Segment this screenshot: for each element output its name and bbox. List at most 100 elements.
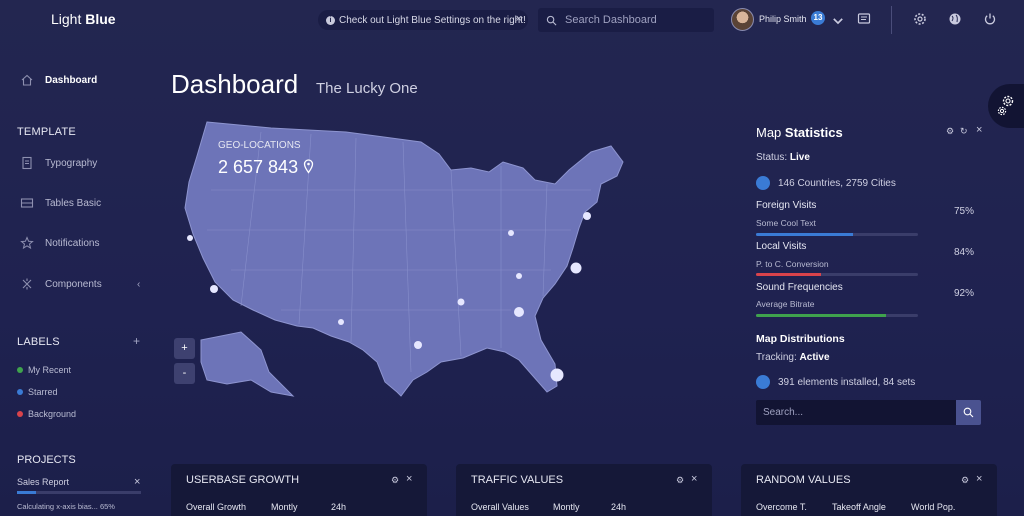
close-icon[interactable]: × bbox=[134, 476, 141, 488]
map-marker-icon bbox=[756, 176, 770, 190]
tracking-line: Tracking: Active bbox=[756, 352, 830, 363]
project-progress-fill bbox=[17, 491, 36, 494]
page-subtitle: The Lucky One bbox=[316, 80, 418, 97]
sidebar-item-label: Typography bbox=[45, 157, 98, 169]
status-dot bbox=[17, 389, 23, 395]
close-icon[interactable]: × bbox=[691, 473, 698, 485]
gear-icon bbox=[997, 95, 1014, 116]
gear-icon[interactable]: ⚙ bbox=[946, 126, 955, 136]
alaska-shape bbox=[200, 331, 295, 397]
chevron-down-icon[interactable] bbox=[831, 14, 845, 28]
widget-column: World Pop. bbox=[911, 502, 956, 512]
sidebar-item-tables-basic[interactable]: Tables Basic bbox=[20, 193, 101, 213]
label-item-my-recent[interactable]: My Recent bbox=[17, 365, 71, 375]
status-dot bbox=[17, 367, 23, 373]
app-logo[interactable]: Light Blue bbox=[51, 11, 116, 27]
sidebar-item-notifications[interactable]: Notifications bbox=[20, 233, 99, 253]
label-text: Background bbox=[28, 409, 77, 419]
gear-icon[interactable]: ⚙ bbox=[961, 475, 970, 485]
close-icon[interactable]: × bbox=[515, 13, 522, 25]
sidebar-item-typography[interactable]: Typography bbox=[20, 153, 97, 173]
star-icon bbox=[20, 236, 34, 250]
installed-text: 391 elements installed, 84 sets bbox=[778, 377, 916, 388]
gear-icon[interactable]: ⚙ bbox=[676, 475, 685, 485]
close-icon[interactable]: × bbox=[976, 124, 983, 136]
widget-title: TRAFFIC VALUES bbox=[471, 474, 564, 486]
metric-progress-bar bbox=[756, 273, 918, 276]
power-icon[interactable] bbox=[983, 12, 997, 26]
avatar[interactable] bbox=[731, 8, 754, 31]
widget-userbase-growth: USERBASE GROWTH ⚙ × Overall Growth Montl… bbox=[171, 464, 427, 516]
notification-count-badge[interactable]: 13 bbox=[811, 11, 825, 25]
map-search-input[interactable] bbox=[756, 400, 956, 425]
geo-locations-label: GEO-LOCATIONS bbox=[218, 140, 301, 151]
us-map-shape bbox=[184, 121, 624, 397]
sidebar-item-label: Tables Basic bbox=[45, 197, 102, 209]
settings-alert: i Check out Light Blue Settings on the r… bbox=[318, 10, 528, 30]
metric-sub: Average Bitrate bbox=[756, 299, 815, 309]
settings-panel-toggle[interactable] bbox=[988, 84, 1024, 128]
metric-progress-fill bbox=[756, 314, 886, 317]
refresh-icon[interactable]: ↻ bbox=[960, 126, 968, 136]
dashboard-search bbox=[538, 8, 714, 32]
metric-name: Sound Frequencies bbox=[756, 282, 843, 293]
metric-name: Local Visits bbox=[756, 241, 807, 252]
gear-icon[interactable] bbox=[913, 12, 927, 26]
metric-progress-fill bbox=[756, 233, 854, 236]
metric-name: Foreign Visits bbox=[756, 200, 817, 211]
metric-progress-fill bbox=[756, 273, 821, 276]
widget-column: Overall Values bbox=[471, 502, 529, 512]
geo-locations-value: 2 657 843 bbox=[218, 157, 314, 178]
widget-column: Montly bbox=[553, 502, 580, 512]
close-icon[interactable]: × bbox=[406, 473, 413, 485]
search-icon bbox=[546, 15, 557, 25]
search-input[interactable] bbox=[565, 14, 705, 26]
top-navbar: Light Blue i Check out Light Blue Settin… bbox=[0, 0, 1024, 40]
search-button[interactable] bbox=[956, 400, 981, 425]
widget-column: 24h bbox=[611, 502, 627, 512]
globe-icon[interactable] bbox=[948, 12, 962, 26]
label-item-starred[interactable]: Starred bbox=[17, 387, 58, 397]
chevron-left-icon[interactable]: ‹ bbox=[137, 279, 141, 290]
status-line: Status: Live bbox=[756, 152, 810, 163]
location-markers bbox=[187, 212, 591, 382]
project-progress-bar bbox=[17, 491, 141, 494]
info-icon: i bbox=[326, 15, 335, 25]
sidebar-item-label: Components bbox=[45, 278, 102, 290]
widget-title: USERBASE GROWTH bbox=[186, 474, 300, 486]
project-note: Calculating x-axis bias... 65% bbox=[17, 502, 115, 511]
zoom-out-button[interactable]: - bbox=[174, 363, 195, 384]
sidebar-item-dashboard[interactable]: Dashboard bbox=[20, 70, 97, 90]
map-search bbox=[756, 400, 981, 425]
alert-text: Check out Light Blue Settings on the rig… bbox=[339, 14, 526, 26]
puzzle-icon bbox=[22, 278, 32, 290]
sidebar-item-label: Notifications bbox=[45, 237, 100, 249]
add-label-icon[interactable]: + bbox=[133, 334, 141, 348]
countries-text: 146 Countries, 2759 Cities bbox=[778, 178, 896, 189]
metric-sub: Some Cool Text bbox=[756, 218, 816, 228]
widget-column: 24h bbox=[331, 502, 347, 512]
widget-traffic-values: TRAFFIC VALUES ⚙ × Overall Values Montly… bbox=[456, 464, 712, 516]
label-item-background[interactable]: Background bbox=[17, 409, 76, 419]
map-pin-icon bbox=[303, 159, 314, 174]
document-icon bbox=[22, 156, 32, 170]
projects-section-heading: PROJECTS bbox=[17, 454, 76, 466]
topbar-divider bbox=[891, 6, 892, 34]
project-name: Sales Report bbox=[17, 477, 70, 487]
metric-percent: 84% bbox=[954, 247, 975, 258]
messages-icon[interactable] bbox=[857, 12, 871, 26]
page-title: Dashboard bbox=[171, 69, 299, 99]
label-text: My Recent bbox=[28, 365, 72, 375]
sidebar-item-components[interactable]: Components bbox=[20, 274, 102, 294]
search-icon bbox=[963, 407, 974, 418]
status-dot bbox=[17, 411, 23, 417]
user-name[interactable]: Philip Smith bbox=[759, 14, 807, 24]
gear-icon[interactable]: ⚙ bbox=[391, 475, 400, 485]
metric-percent: 92% bbox=[954, 288, 975, 299]
template-section-heading: TEMPLATE bbox=[17, 126, 76, 138]
home-icon bbox=[21, 74, 33, 86]
zoom-in-button[interactable]: + bbox=[174, 338, 195, 359]
labels-section-heading: LABELS bbox=[17, 336, 60, 348]
us-map[interactable] bbox=[171, 110, 641, 410]
close-icon[interactable]: × bbox=[976, 473, 983, 485]
